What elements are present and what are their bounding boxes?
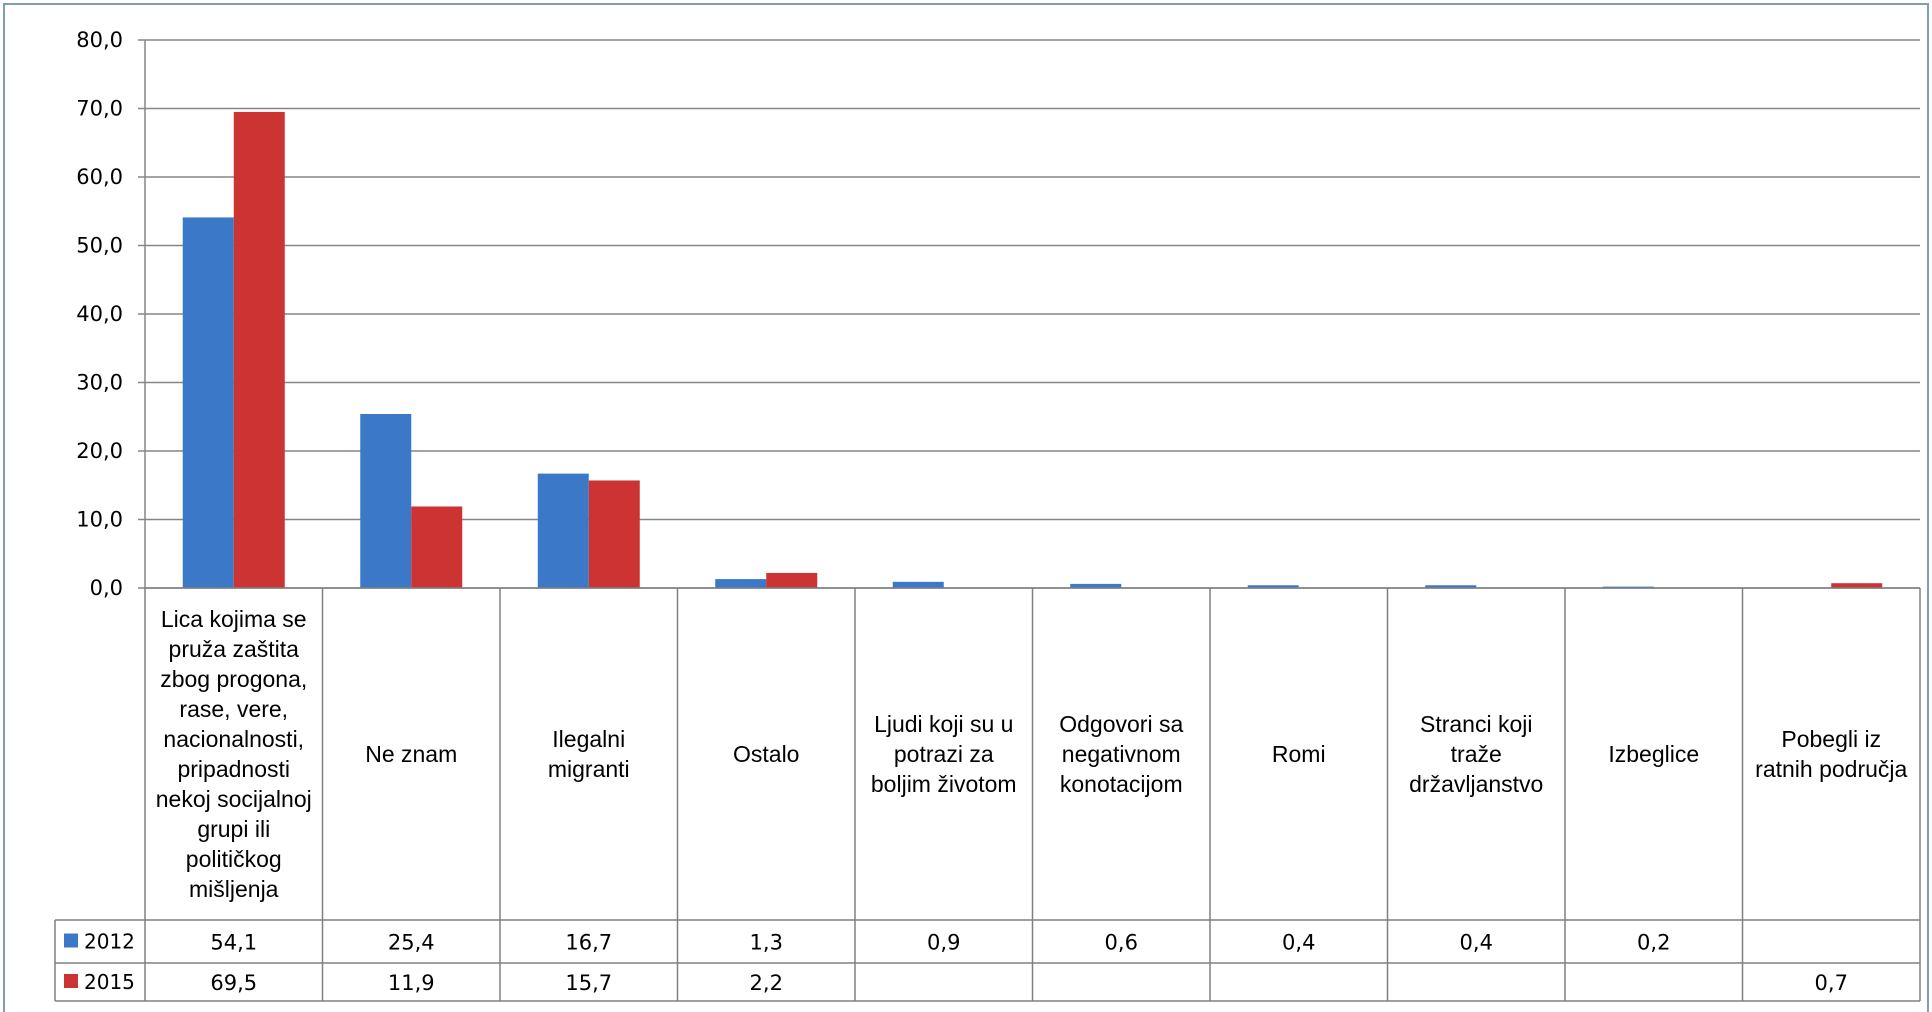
data-label: 0,2 [1637,931,1670,955]
bar-2012 [182,217,234,589]
x-tick-label: Pobegli iz [1781,726,1881,752]
bar-2012 [1070,583,1122,588]
x-tick-label: mišljenja [189,876,279,902]
x-tick-label: državljanstvo [1409,771,1543,797]
x-tick-label: zbog progona, [160,666,307,692]
data-label: 54,1 [210,931,257,955]
bar-2015 [233,111,285,589]
data-label: 11,9 [388,971,435,995]
y-tick-label: 0,0 [90,576,123,600]
data-label: 0,9 [927,931,960,955]
y-tick-label: 60,0 [76,165,123,189]
bar-2015 [766,572,818,588]
x-tick-label: negativnom [1062,741,1181,767]
x-tick-label: Ne znam [365,741,457,767]
x-tick-label: traže [1451,741,1502,767]
bar-2015 [411,506,463,588]
x-tick-label: Romi [1272,741,1326,767]
x-tick-label: pruža zaštita [169,636,300,662]
data-label: 1,3 [750,931,783,955]
legend-label: 2012 [84,930,135,954]
bar-2012 [892,581,944,588]
data-label: 15,7 [565,971,612,995]
y-tick-label: 80,0 [76,28,123,52]
bar-2015 [1831,583,1883,588]
bar-2012 [537,473,589,588]
x-tick-label: migranti [548,756,630,782]
chart-frame [3,3,1929,1012]
data-label: 2,2 [750,971,783,995]
y-tick-label: 30,0 [76,371,123,395]
bar-2015 [588,480,640,588]
data-label: 69,5 [210,971,257,995]
x-tick-label: boljim životom [871,771,1017,797]
y-tick-label: 40,0 [76,302,123,326]
x-tick-label: konotacijom [1060,771,1183,797]
x-tick-label: nacionalnosti, [163,726,304,752]
data-label: 0,4 [1282,931,1315,955]
x-tick-label: Odgovori sa [1059,711,1183,737]
legend-swatch-2012 [64,933,78,948]
data-label: 0,4 [1460,931,1493,955]
y-tick-label: 50,0 [76,234,123,258]
x-tick-label: ratnih područja [1755,756,1907,782]
legend-label: 2015 [84,970,135,994]
bar-2012 [1247,585,1299,588]
x-tick-label: Izbeglice [1608,741,1699,767]
data-label: 0,7 [1815,971,1848,995]
x-tick-label: Ilegalni [552,726,625,752]
data-label: 25,4 [388,931,435,955]
data-label: 0,6 [1105,931,1138,955]
legend-swatch-2015 [64,974,78,988]
y-tick-label: 20,0 [76,439,123,463]
x-tick-label: Lica kojima se [161,606,307,632]
x-tick-label: Ljudi koji su u [874,711,1013,737]
x-tick-label: nekoj socijalnoj [156,786,312,812]
x-tick-label: političkog [186,846,282,872]
x-tick-label: pripadnosti [177,756,290,782]
x-tick-label: Stranci koji [1420,711,1532,737]
bar-2012 [360,414,412,588]
y-tick-label: 10,0 [76,508,123,532]
x-tick-label: grupi ili [197,816,270,842]
x-tick-label: Ostalo [733,741,799,767]
bar-2012 [715,579,767,588]
data-label: 16,7 [565,931,612,955]
x-tick-label: potrazi za [894,741,994,767]
bar-2012 [1425,585,1477,588]
x-tick-label: rase, vere, [179,696,288,722]
y-tick-label: 70,0 [76,97,123,121]
